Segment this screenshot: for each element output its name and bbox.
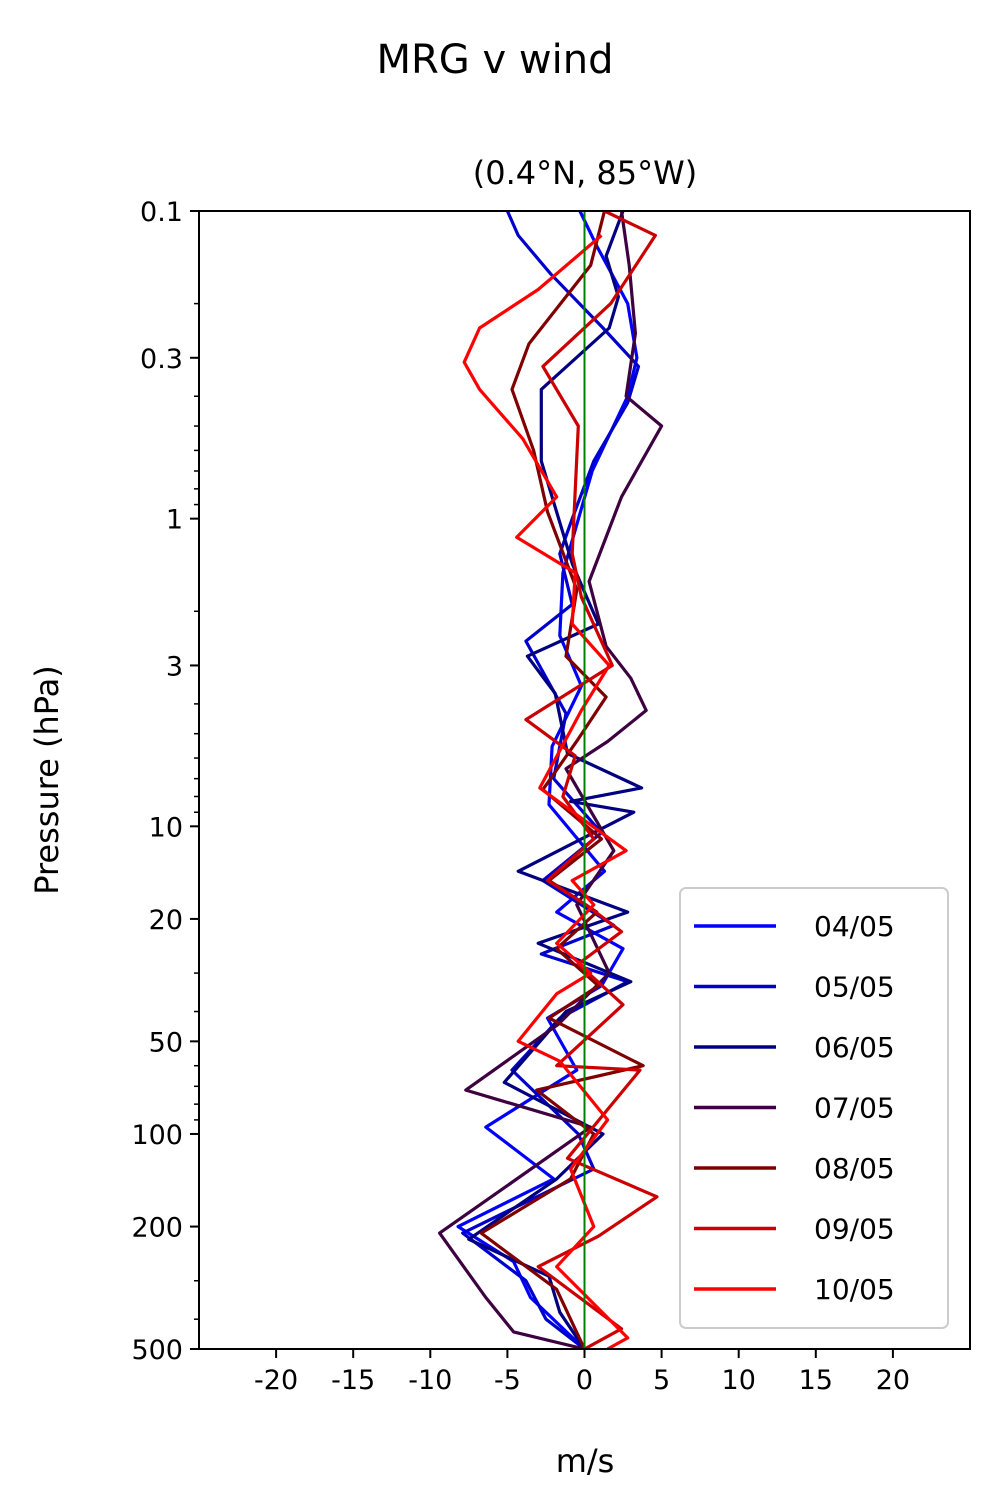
- y-tick-label: 0.1: [140, 197, 183, 228]
- chart-subtitle: (0.4°N, 85°W): [473, 154, 698, 192]
- x-tick-label: 0: [576, 1365, 593, 1396]
- x-tick-label: 5: [653, 1365, 670, 1396]
- legend-label: 05/05: [814, 971, 895, 1004]
- legend-box: [679, 887, 949, 1329]
- y-tick-label: 500: [131, 1335, 183, 1366]
- legend-label: 06/05: [814, 1031, 895, 1064]
- series-line-0: [456, 211, 639, 1349]
- series-line-4: [479, 211, 645, 1349]
- series-line-3: [438, 211, 664, 1349]
- legend-label: 08/05: [814, 1152, 895, 1185]
- y-tick-label: 20: [149, 905, 183, 936]
- x-axis: -20 -15 -10 -5 0 5 10 15 20: [254, 1349, 910, 1396]
- series-line-1: [461, 211, 641, 1349]
- x-tick-label: -20: [254, 1365, 298, 1396]
- y-axis-label: Pressure (hPa): [28, 665, 66, 895]
- series-line-5: [524, 211, 659, 1349]
- y-tick-label: 3: [166, 651, 183, 682]
- y-tick-label: 200: [131, 1213, 183, 1244]
- y-tick-label: 100: [131, 1120, 183, 1151]
- chart-title: MRG v wind: [377, 37, 614, 83]
- y-tick-label: 1: [166, 505, 183, 536]
- y-axis: 0.1 0.3 1 3 10 20 50 100 200 500: [131, 197, 199, 1366]
- x-tick-label: -5: [494, 1365, 521, 1396]
- legend-label: 10/05: [814, 1273, 895, 1306]
- x-tick-label: -15: [331, 1365, 375, 1396]
- series-line-6: [462, 234, 630, 1349]
- series-line-2: [467, 211, 644, 1349]
- x-axis-label: m/s: [556, 1442, 615, 1480]
- y-tick-label: 50: [149, 1027, 183, 1058]
- y-tick-label: 0.3: [140, 344, 183, 375]
- legend-label: 04/05: [814, 910, 895, 943]
- legend: 04/05 05/05 06/05 07/05 08/05 09/05 10/05: [679, 887, 949, 1329]
- series-layer: [438, 211, 664, 1349]
- x-tick-label: 20: [876, 1365, 910, 1396]
- x-tick-label: 15: [799, 1365, 833, 1396]
- x-tick-label: -10: [408, 1365, 452, 1396]
- legend-label: 09/05: [814, 1213, 895, 1246]
- x-tick-label: 10: [722, 1365, 756, 1396]
- y-tick-label: 10: [149, 812, 183, 843]
- legend-label: 07/05: [814, 1092, 895, 1125]
